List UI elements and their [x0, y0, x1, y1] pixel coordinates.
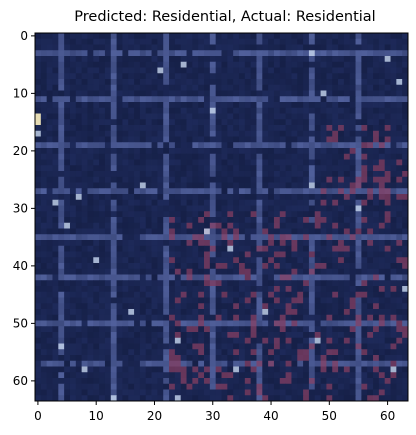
y-tick-label: 60 — [13, 374, 28, 388]
y-axis: 0 10 20 30 40 50 60 — [13, 29, 35, 388]
y-tick-label: 0 — [20, 29, 28, 43]
y-tick-label: 50 — [13, 316, 28, 330]
chart-title: Predicted: Residential, Actual: Resident… — [74, 9, 375, 25]
y-tick-label: 40 — [13, 259, 28, 273]
x-tick-label: 50 — [322, 409, 337, 423]
y-tick-label: 20 — [13, 144, 28, 158]
x-axis: 0 10 20 30 40 50 60 — [34, 401, 395, 423]
x-tick-label: 30 — [205, 409, 220, 423]
image-area — [35, 33, 409, 402]
x-tick-label: 40 — [263, 409, 278, 423]
axes-frame — [34, 32, 409, 402]
x-tick-label: 0 — [34, 409, 42, 423]
y-tick-label: 10 — [13, 86, 28, 100]
x-tick-label: 20 — [147, 409, 162, 423]
x-tick-label: 60 — [380, 409, 395, 423]
x-tick-label: 10 — [89, 409, 104, 423]
y-tick-label: 30 — [13, 201, 28, 215]
